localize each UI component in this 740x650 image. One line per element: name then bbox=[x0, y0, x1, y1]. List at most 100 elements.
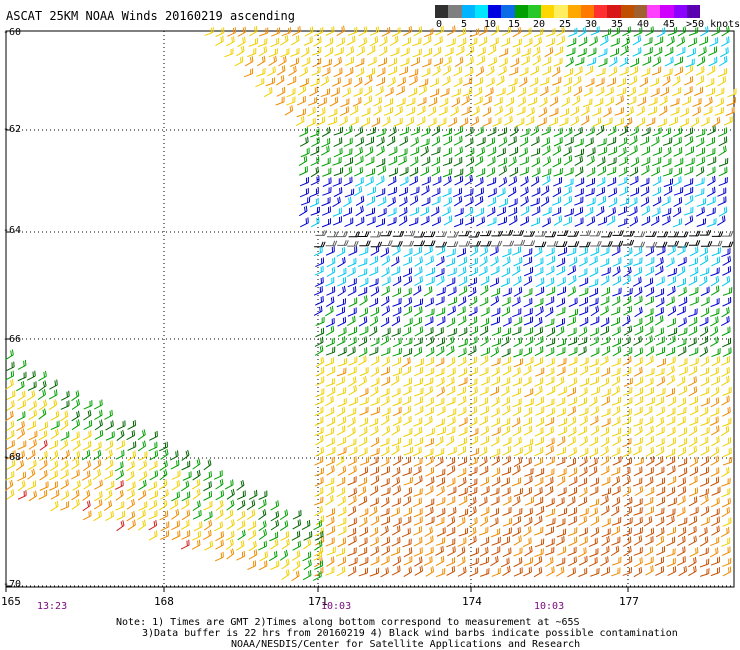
wind-barb bbox=[597, 138, 607, 147]
wind-barb bbox=[490, 555, 499, 567]
wind-barb bbox=[485, 65, 495, 77]
wind-barb bbox=[148, 460, 158, 471]
wind-barb bbox=[420, 166, 430, 177]
wind-barb bbox=[457, 467, 467, 478]
wind-barb bbox=[699, 229, 712, 236]
wind-barb bbox=[203, 481, 212, 492]
wind-barb bbox=[370, 366, 380, 378]
wind-barb bbox=[655, 336, 665, 346]
wind-barb bbox=[469, 567, 479, 577]
wind-barb bbox=[601, 408, 611, 418]
wind-barb bbox=[518, 76, 528, 88]
wind-barb bbox=[377, 196, 387, 207]
wind-barb bbox=[399, 196, 408, 207]
wind-barb bbox=[666, 36, 675, 47]
wind-barb bbox=[634, 557, 643, 568]
wind-barb bbox=[502, 496, 512, 506]
wind-barb bbox=[104, 440, 114, 451]
wind-barb bbox=[622, 527, 632, 537]
wind-barb bbox=[629, 126, 639, 137]
wind-barb bbox=[457, 266, 467, 277]
wind-barb bbox=[655, 477, 665, 487]
wind-barb bbox=[291, 570, 300, 582]
wind-barb bbox=[523, 316, 534, 326]
wind-barb bbox=[612, 287, 622, 297]
wind-barb bbox=[579, 536, 588, 547]
wind-barb bbox=[726, 97, 736, 107]
wind-barb bbox=[720, 47, 729, 58]
wind-barb bbox=[480, 485, 490, 496]
wind-barb bbox=[612, 230, 624, 236]
wind-barb bbox=[224, 48, 234, 58]
wind-barb bbox=[443, 56, 452, 67]
wind-barb bbox=[577, 426, 587, 436]
wind-barb bbox=[534, 316, 543, 328]
wind-barb bbox=[523, 275, 533, 287]
wind-barb bbox=[391, 466, 401, 478]
wind-barb bbox=[353, 185, 363, 197]
wind-barb bbox=[542, 145, 551, 156]
wind-barb bbox=[574, 217, 584, 227]
wind-barb bbox=[523, 240, 536, 246]
wind-barb bbox=[491, 567, 501, 577]
wind-barb bbox=[436, 477, 446, 488]
wind-barb bbox=[711, 525, 720, 536]
wind-barb bbox=[347, 566, 357, 577]
wind-barb bbox=[546, 407, 555, 418]
wind-barb bbox=[666, 557, 676, 567]
wind-barb bbox=[490, 346, 499, 358]
wind-barb bbox=[661, 196, 671, 206]
wind-barb bbox=[16, 380, 25, 392]
wind-barb bbox=[611, 396, 622, 406]
wind-barb bbox=[332, 177, 342, 187]
wind-barb bbox=[387, 207, 397, 217]
wind-barb bbox=[313, 520, 323, 531]
wind-barb bbox=[5, 440, 15, 450]
wind-barb bbox=[49, 440, 58, 450]
wind-barb bbox=[718, 157, 729, 167]
wind-barb bbox=[533, 566, 543, 578]
wind-barb bbox=[650, 77, 660, 87]
wind-barb bbox=[441, 76, 451, 87]
wind-barb bbox=[435, 516, 445, 527]
wind-barb bbox=[431, 196, 441, 206]
wind-barb bbox=[380, 478, 390, 488]
wind-barb bbox=[457, 315, 467, 326]
wind-barb bbox=[688, 436, 698, 447]
wind-barb bbox=[403, 555, 413, 566]
wind-barb bbox=[535, 305, 544, 317]
wind-barb bbox=[359, 406, 369, 416]
wind-barb bbox=[482, 106, 492, 117]
wind-barb bbox=[444, 47, 454, 57]
wind-barb bbox=[326, 416, 336, 427]
wind-barb bbox=[480, 347, 490, 357]
wind-barb bbox=[126, 429, 136, 441]
wind-barb bbox=[447, 25, 456, 36]
wind-barb bbox=[445, 376, 455, 387]
wind-barb bbox=[556, 35, 565, 46]
wind-barb bbox=[347, 505, 357, 517]
wind-barb bbox=[502, 547, 512, 558]
wind-barb bbox=[299, 77, 309, 88]
wind-barb bbox=[651, 207, 661, 218]
wind-barb bbox=[485, 77, 495, 88]
wind-barb bbox=[336, 425, 346, 436]
wind-barb bbox=[508, 207, 518, 217]
wind-barb bbox=[490, 25, 500, 36]
wind-barb bbox=[126, 470, 135, 482]
wind-barb bbox=[71, 390, 80, 402]
wind-barb bbox=[500, 336, 510, 347]
wind-barb bbox=[380, 335, 389, 346]
wind-barb bbox=[633, 527, 643, 536]
wind-barb bbox=[443, 215, 453, 226]
wind-barb bbox=[60, 400, 70, 410]
wind-barb bbox=[589, 498, 600, 508]
wind-barb bbox=[337, 556, 347, 567]
wind-barb bbox=[611, 375, 621, 387]
wind-barb bbox=[700, 296, 710, 307]
wind-barb bbox=[531, 157, 541, 168]
wind-barb bbox=[292, 560, 301, 572]
wind-barb bbox=[580, 115, 590, 126]
wind-barb bbox=[48, 389, 58, 400]
